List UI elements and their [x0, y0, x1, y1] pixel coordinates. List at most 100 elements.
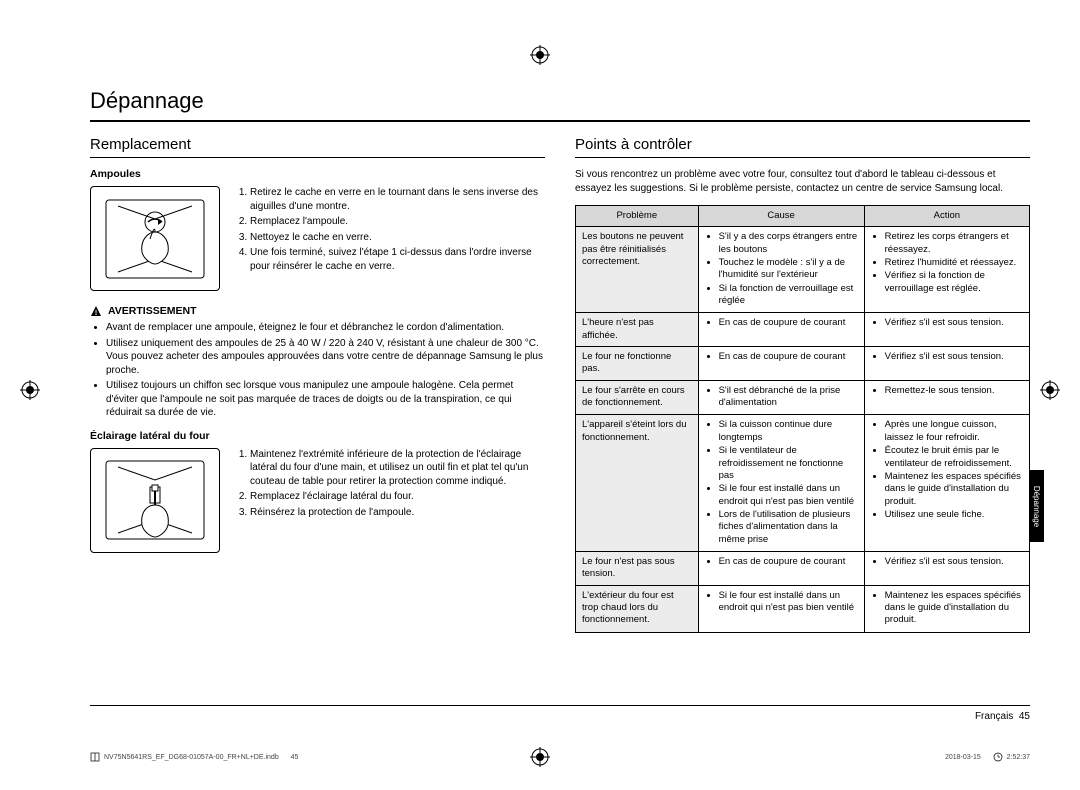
side-light-svg: [100, 455, 210, 545]
subheading-remplacement: Remplacement: [90, 136, 545, 158]
step: Une fois terminé, suivez l'étape 1 ci-de…: [250, 246, 545, 273]
cell-action: Vérifiez s'il est sous tension.: [864, 313, 1029, 347]
action-item: Vérifiez s'il est sous tension.: [885, 556, 1023, 568]
columns: Remplacement Ampoules R: [90, 136, 1030, 633]
cell-cause: En cas de coupure de courant: [698, 347, 864, 381]
step: Remplacez l'ampoule.: [250, 215, 545, 229]
left-column: Remplacement Ampoules R: [90, 136, 545, 633]
cell-problem: L'appareil s'éteint lors du fonctionneme…: [576, 415, 699, 551]
section-eclairage: Maintenez l'extrémité inférieure de la p…: [90, 448, 545, 553]
action-item: Maintenez les espaces spécifiés dans le …: [885, 471, 1023, 508]
cell-cause: Si la cuisson continue dure longtempsSi …: [698, 415, 864, 551]
page-content: Dépannage Remplacement Ampoules: [90, 88, 1030, 750]
print-page: 45: [291, 754, 299, 761]
table-row: Le four s'arrête en cours de fonctionnem…: [576, 380, 1030, 415]
table-row: Les boutons ne peuvent pas être réinitia…: [576, 227, 1030, 313]
side-tab: Dépannage: [1030, 470, 1044, 542]
cell-action: Vérifiez s'il est sous tension.: [864, 347, 1029, 381]
cell-problem: Le four ne fonctionne pas.: [576, 347, 699, 381]
step: Retirez le cache en verre en le tournant…: [250, 186, 545, 213]
print-date: 2018-03-15: [945, 754, 981, 761]
action-item: Maintenez les espaces spécifiés dans le …: [885, 590, 1023, 627]
warning-item: Utilisez toujours un chiffon sec lorsque…: [106, 379, 545, 420]
th-problem: Problème: [576, 206, 699, 227]
print-mark-right: 2018-03-15 2:52:37: [945, 752, 1030, 762]
warning-icon: !: [90, 305, 102, 317]
cell-problem: Le four s'arrête en cours de fonctionnem…: [576, 380, 699, 415]
cell-problem: Le four n'est pas sous tension.: [576, 551, 699, 585]
cause-item: En cas de coupure de courant: [719, 556, 858, 568]
book-icon: [90, 752, 100, 762]
steps-ampoules: Retirez le cache en verre en le tournant…: [234, 186, 545, 291]
cell-problem: L'heure n'est pas affichée.: [576, 313, 699, 347]
cell-action: Maintenez les espaces spécifiés dans le …: [864, 585, 1029, 632]
figure-bulb-replace: [90, 186, 220, 291]
cause-item: Si la fonction de verrouillage est réglé…: [719, 283, 858, 308]
action-item: Vérifiez s'il est sous tension.: [885, 351, 1023, 363]
table-row: L'appareil s'éteint lors du fonctionneme…: [576, 415, 1030, 551]
warning-item: Utilisez uniquement des ampoules de 25 à…: [106, 337, 545, 378]
table-row: L'extérieur du four est trop chaud lors …: [576, 585, 1030, 632]
cell-problem: L'extérieur du four est trop chaud lors …: [576, 585, 699, 632]
action-item: Vérifiez si la fonction de verrouillage …: [885, 270, 1023, 295]
cell-cause: S'il y a des corps étrangers entre les b…: [698, 227, 864, 313]
cause-item: Lors de l'utilisation de plusieurs fiche…: [719, 509, 858, 546]
page-footer: Français 45: [975, 711, 1030, 722]
cause-item: Si la cuisson continue dure longtemps: [719, 419, 858, 444]
action-item: Après une longue cuisson, laissez le fou…: [885, 419, 1023, 444]
cell-cause: En cas de coupure de courant: [698, 551, 864, 585]
warning-item: Avant de remplacer une ampoule, éteignez…: [106, 321, 545, 335]
print-filename: NV75N5641RS_EF_DG68-01057A-00_FR+NL+DE.i…: [104, 754, 279, 761]
cell-action: Retirez les corps étrangers et réessayez…: [864, 227, 1029, 313]
warning-header: ! AVERTISSEMENT: [90, 305, 545, 317]
action-item: Remettez-le sous tension.: [885, 385, 1023, 397]
cell-action: Remettez-le sous tension.: [864, 380, 1029, 415]
troubleshoot-table: Problème Cause Action Les boutons ne peu…: [575, 205, 1030, 633]
action-item: Utilisez une seule fiche.: [885, 509, 1023, 521]
cell-action: Après une longue cuisson, laissez le fou…: [864, 415, 1029, 551]
clock-icon: [993, 752, 1003, 762]
action-item: Vérifiez s'il est sous tension.: [885, 317, 1023, 329]
cause-item: Touchez le modèle : s'il y a de l'humidi…: [719, 257, 858, 282]
crop-mark-top: [530, 45, 550, 70]
footer-rule: [90, 705, 1030, 706]
warning-label: AVERTISSEMENT: [108, 305, 196, 317]
cause-item: S'il est débranché de la prise d'aliment…: [719, 385, 858, 410]
figure-side-light: [90, 448, 220, 553]
print-time: 2:52:37: [1007, 754, 1030, 761]
subheading-points: Points à contrôler: [575, 136, 1030, 158]
step: Réinsérez la protection de l'ampoule.: [250, 506, 545, 520]
right-column: Points à contrôler Si vous rencontrez un…: [575, 136, 1030, 633]
step: Remplacez l'éclairage latéral du four.: [250, 490, 545, 504]
crop-mark-bottom: [530, 747, 550, 772]
cause-item: En cas de coupure de courant: [719, 317, 858, 329]
side-tab-label: Dépannage: [1033, 485, 1042, 526]
intro-text: Si vous rencontrez un problème avec votr…: [575, 168, 1030, 195]
section-eclairage-label: Éclairage latéral du four: [90, 430, 545, 442]
cause-item: S'il y a des corps étrangers entre les b…: [719, 231, 858, 256]
cell-cause: S'il est débranché de la prise d'aliment…: [698, 380, 864, 415]
step: Maintenez l'extrémité inférieure de la p…: [250, 448, 545, 489]
footer-language: Français: [975, 711, 1013, 722]
section-ampoules-label: Ampoules: [90, 168, 545, 180]
action-item: Écoutez le bruit émis par le ventilateur…: [885, 445, 1023, 470]
cause-item: En cas de coupure de courant: [719, 351, 858, 363]
crop-mark-right: [1040, 380, 1060, 405]
crop-mark-left: [20, 380, 40, 405]
print-mark-left: NV75N5641RS_EF_DG68-01057A-00_FR+NL+DE.i…: [90, 752, 298, 762]
table-row: L'heure n'est pas affichée. En cas de cou…: [576, 313, 1030, 347]
cause-item: Si le ventilateur de refroidissement ne …: [719, 445, 858, 482]
cell-action: Vérifiez s'il est sous tension.: [864, 551, 1029, 585]
cell-cause: En cas de coupure de courant: [698, 313, 864, 347]
step: Nettoyez le cache en verre.: [250, 231, 545, 245]
section-ampoules: Retirez le cache en verre en le tournant…: [90, 186, 545, 291]
table-row: Le four n'est pas sous tension. En cas de…: [576, 551, 1030, 585]
steps-eclairage: Maintenez l'extrémité inférieure de la p…: [234, 448, 545, 553]
cause-item: Si le four est installé dans un endroit …: [719, 590, 858, 615]
cause-item: Si le four est installé dans un endroit …: [719, 483, 858, 508]
action-item: Retirez l'humidité et réessayez.: [885, 257, 1023, 269]
th-cause: Cause: [698, 206, 864, 227]
warning-list: Avant de remplacer une ampoule, éteignez…: [90, 321, 545, 420]
bulb-figure-svg: [100, 194, 210, 284]
cell-cause: Si le four est installé dans un endroit …: [698, 585, 864, 632]
